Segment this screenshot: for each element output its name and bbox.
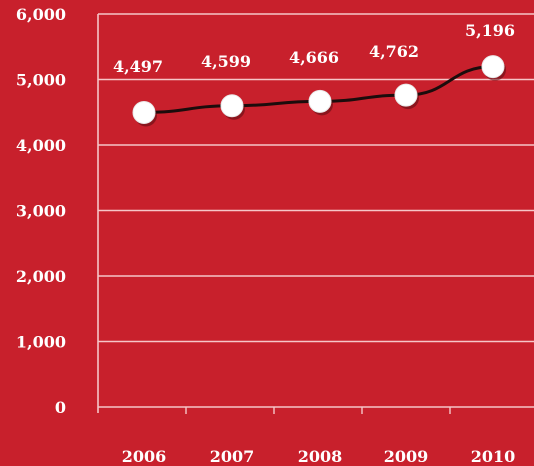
data-point	[394, 83, 418, 107]
y-tick-label: 6,000	[16, 5, 66, 24]
y-tick-label: 0	[55, 398, 66, 417]
data-labels: 4,497 4,599 4,666 4,762 5,196	[113, 21, 515, 76]
gridlines	[98, 13, 534, 343]
axes	[97, 14, 534, 414]
y-tick-label: 1,000	[16, 333, 66, 352]
x-tick-label: 2007	[210, 447, 255, 466]
data-label: 4,666	[289, 48, 339, 67]
x-tick-labels: 2006 2007 2008 2009 2010	[122, 447, 516, 466]
x-tick-label: 2006	[122, 447, 167, 466]
y-tick-labels: 0 1,000 2,000 3,000 4,000 5,000 6,000	[16, 5, 66, 417]
y-tick-label: 2,000	[16, 267, 66, 286]
data-label: 4,497	[113, 57, 163, 76]
data-point	[308, 89, 332, 113]
data-label: 5,196	[465, 21, 515, 40]
data-series	[132, 55, 506, 127]
data-point	[220, 94, 244, 118]
data-point	[132, 100, 156, 124]
data-point	[481, 55, 505, 79]
x-tick-label: 2008	[298, 447, 343, 466]
y-tick-label: 3,000	[16, 202, 66, 221]
data-label: 4,762	[369, 42, 419, 61]
x-tick-label: 2009	[384, 447, 429, 466]
x-tick-label: 2010	[471, 447, 516, 466]
y-tick-label: 4,000	[16, 136, 66, 155]
data-label: 4,599	[201, 52, 251, 71]
y-tick-label: 5,000	[16, 71, 66, 90]
